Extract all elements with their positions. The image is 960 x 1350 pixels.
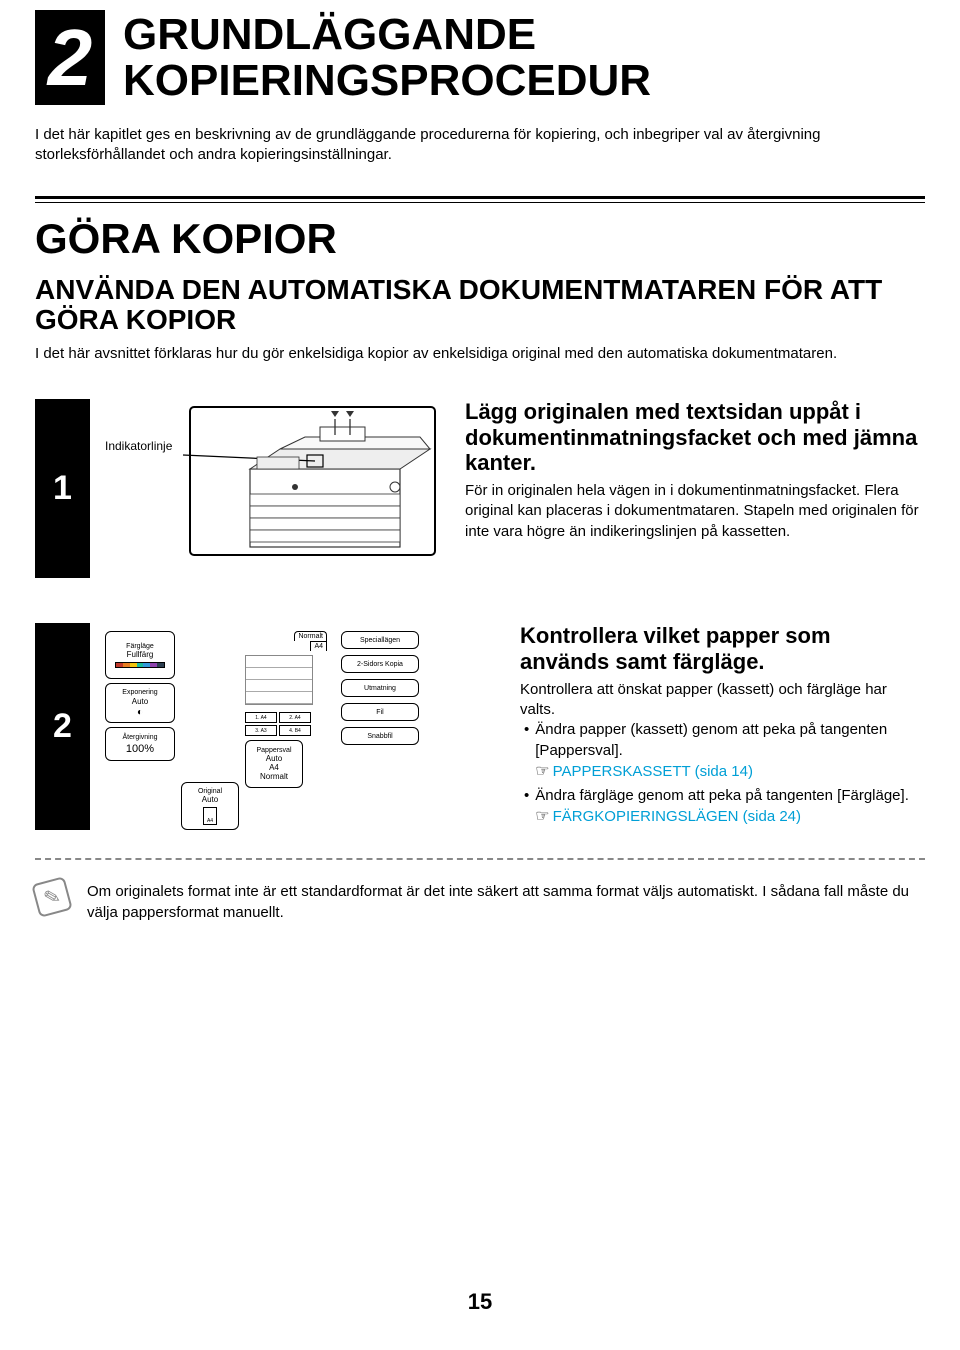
section-divider — [35, 196, 925, 203]
section-title: GÖRA KOPIOR — [35, 215, 925, 263]
panel-col-left: Färgläge Fullfärg Exponering Auto ◐ Åter… — [105, 631, 175, 830]
panel-tray-3[interactable]: 3. A3 — [245, 725, 277, 736]
ref-2-text: FÄRGKOPIERINGSLÄGEN (sida 24) — [553, 808, 801, 825]
ref-1-text: PAPPERSKASSETT (sida 14) — [553, 763, 753, 780]
step-2-number: 2 — [35, 623, 90, 830]
chapter-number-badge: 2 — [35, 10, 105, 105]
indicator-label: Indikatorlinje — [105, 439, 440, 453]
note-text: Om originalets format inte är ett standa… — [87, 880, 925, 923]
panel-speciallagen-button[interactable]: Speciallägen — [341, 631, 419, 649]
step-1-number: 1 — [35, 399, 90, 578]
panel-original-value: Auto — [202, 796, 218, 805]
bullet-1: • Ändra papper (kassett) genom att peka … — [524, 720, 925, 782]
step-2-illustration: Färgläge Fullfärg Exponering Auto ◐ Åter… — [105, 623, 495, 830]
panel-tab-a4[interactable]: A4 — [310, 641, 327, 651]
panel-original-button[interactable]: Original Auto A4 — [181, 782, 239, 830]
ref-link-1[interactable]: ☞PAPPERSKASSETT (sida 14) — [535, 761, 925, 783]
subsection-title: ANVÄNDA DEN AUTOMATISKA DOKUMENTMATAREN … — [35, 275, 925, 337]
panel-2sidors-button[interactable]: 2-Sidors Kopia — [341, 655, 419, 673]
chapter-header: 2 GRUNDLÄGGANDE KOPIERINGSPROCEDUR — [35, 10, 925, 105]
panel-atergivning-value: 100% — [126, 743, 154, 755]
chapter-title-line2: KOPIERINGSPROCEDUR — [123, 58, 651, 104]
bullet-2: • Ändra färgläge genom att peka på tange… — [524, 786, 925, 828]
step-1-illustration: Indikatorlinje — [105, 399, 440, 578]
panel-atergivning-button[interactable]: Återgivning 100% — [105, 727, 175, 761]
chapter-title: GRUNDLÄGGANDE KOPIERINGSPROCEDUR — [123, 10, 651, 104]
panel-exponering-label: Exponering — [122, 689, 157, 697]
dashed-divider — [35, 858, 925, 860]
page-number: 15 — [0, 1289, 960, 1315]
panel-tray-4[interactable]: 4. B4 — [279, 725, 311, 736]
panel-col-pappersval: Normalt A4 1. A4 2. A4 3. A3 4. B4 Pappe… — [245, 631, 329, 830]
panel-fil-button[interactable]: Fil — [341, 703, 419, 721]
panel-snabbfil-button[interactable]: Snabbfil — [341, 727, 419, 745]
bullet-2-text: Ändra färgläge genom att peka på tangent… — [535, 786, 909, 806]
panel-col-side: Speciallägen 2-Sidors Kopia Utmatning Fi… — [341, 631, 419, 830]
pencil-icon: ✎ — [31, 877, 73, 919]
panel-tray-1[interactable]: 1. A4 — [245, 712, 277, 723]
panel-farglage-label: Färgläge — [126, 643, 154, 651]
printer-preview-icon — [245, 655, 313, 705]
ref-icon: ☞ — [535, 808, 549, 825]
step-2-bullets: • Ändra papper (kassett) genom att peka … — [524, 720, 925, 827]
panel-farglage-button[interactable]: Färgläge Fullfärg — [105, 631, 175, 679]
panel-tray-2[interactable]: 2. A4 — [279, 712, 311, 723]
chapter-title-line1: GRUNDLÄGGANDE — [123, 12, 651, 58]
chapter-intro: I det här kapitlet ges en beskrivning av… — [35, 125, 925, 166]
note: ✎ Om originalets format inte är ett stan… — [35, 880, 925, 923]
step-1-body: För in originalen hela vägen in i dokume… — [465, 481, 925, 542]
step-2-text: Kontrollera vilket papper som används sa… — [520, 623, 925, 830]
panel-pappersval-label: Pappersval — [256, 747, 291, 755]
panel-exponering-button[interactable]: Exponering Auto ◐ — [105, 683, 175, 723]
ref-link-2[interactable]: ☞FÄRGKOPIERINGSLÄGEN (sida 24) — [535, 806, 909, 828]
colorbar-icon — [115, 662, 165, 668]
panel-utmatning-button[interactable]: Utmatning — [341, 679, 419, 697]
step-2: 2 Färgläge Fullfärg Exponering Auto ◐ Åt… — [35, 623, 925, 830]
ref-icon: ☞ — [535, 763, 549, 780]
panel-col-original: Original Auto A4 — [181, 631, 239, 830]
step-2-body: Kontrollera att önskat papper (kassett) … — [520, 680, 925, 827]
bullet-mark: • — [524, 720, 529, 782]
step-1-text: Lägg originalen med textsidan uppåt i do… — [465, 399, 925, 578]
bullet-1-text: Ändra papper (kassett) genom att peka på… — [535, 720, 925, 761]
panel-trays: 1. A4 2. A4 3. A3 4. B4 — [245, 712, 313, 736]
step-2-heading: Kontrollera vilket papper som används sa… — [520, 623, 925, 674]
panel-exponering-value: Auto — [132, 698, 148, 707]
panel-tab-normalt[interactable]: Normalt — [294, 631, 327, 641]
subsection-intro: I det här avsnittet förklaras hur du gör… — [35, 344, 925, 364]
step-1-heading: Lägg originalen med textsidan uppåt i do… — [465, 399, 925, 475]
panel-atergivning-label: Återgivning — [122, 734, 157, 742]
step-2-lead: Kontrollera att önskat papper (kassett) … — [520, 680, 925, 721]
panel-farglage-value: Fullfärg — [127, 651, 154, 660]
panel-original-label: Original — [198, 788, 222, 796]
meter-icon: ◐ — [137, 707, 143, 718]
page-icon: A4 — [203, 807, 217, 825]
panel-pappersval-v3: Normalt — [260, 773, 288, 782]
bullet-mark: • — [524, 786, 529, 828]
panel-pappersval-button[interactable]: Pappersval Auto A4 Normalt — [245, 740, 303, 788]
step-1: 1 Indikatorlinje — [35, 399, 925, 578]
